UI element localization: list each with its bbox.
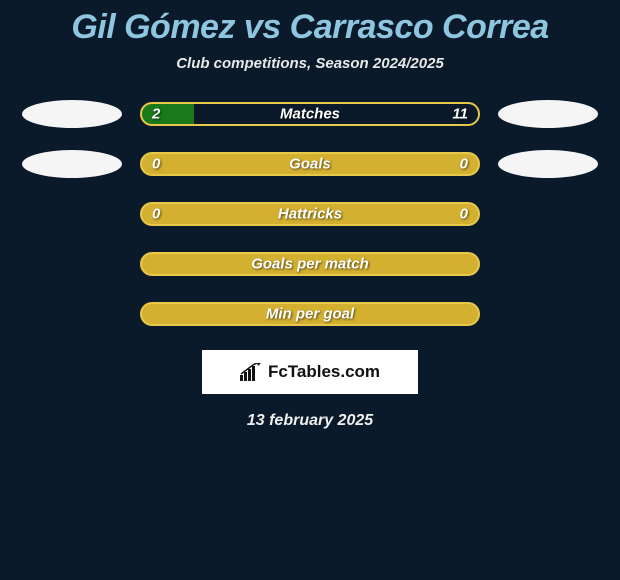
player-right-avatar [498, 150, 598, 178]
comparison-infographic: Gil Gómez vs Carrasco Correa Club compet… [0, 0, 620, 580]
stat-row: Goals per match [0, 250, 620, 278]
date-label: 13 february 2025 [0, 412, 620, 430]
stat-value-left: 0 [152, 206, 160, 223]
stat-rows: 2 11 Matches 0 0 Goals 0 0 Hattricks Goals per ma… [0, 100, 620, 328]
stat-label: Goals per match [251, 256, 369, 273]
player-right-avatar [498, 100, 598, 128]
stat-value-left: 2 [152, 106, 160, 123]
avatar-spacer [498, 250, 598, 278]
stat-value-left: 0 [152, 156, 160, 173]
stat-row: 0 0 Goals [0, 150, 620, 178]
stat-value-right: 0 [460, 156, 468, 173]
avatar-spacer [22, 200, 122, 228]
avatar-spacer [498, 300, 598, 328]
player-left-avatar [22, 150, 122, 178]
fill-left [142, 104, 194, 124]
branding-text: FcTables.com [268, 362, 380, 382]
stat-row: 0 0 Hattricks [0, 200, 620, 228]
stat-label: Min per goal [266, 306, 354, 323]
stat-label: Goals [289, 156, 331, 173]
stat-bar: Goals per match [140, 252, 480, 276]
stat-row: Min per goal [0, 300, 620, 328]
avatar-spacer [22, 300, 122, 328]
subtitle: Club competitions, Season 2024/2025 [0, 55, 620, 72]
avatar-spacer [22, 250, 122, 278]
stat-row: 2 11 Matches [0, 100, 620, 128]
avatar-spacer [498, 200, 598, 228]
stat-bar: Min per goal [140, 302, 480, 326]
branding-badge: FcTables.com [202, 350, 418, 394]
chart-icon [240, 363, 262, 381]
stat-label: Hattricks [278, 206, 342, 223]
player-left-avatar [22, 100, 122, 128]
stat-bar: 0 0 Hattricks [140, 202, 480, 226]
stat-bar: 2 11 Matches [140, 102, 480, 126]
page-title: Gil Gómez vs Carrasco Correa [0, 8, 620, 47]
stat-label: Matches [280, 106, 340, 123]
stat-value-right: 0 [460, 206, 468, 223]
stat-bar: 0 0 Goals [140, 152, 480, 176]
stat-value-right: 11 [452, 106, 468, 123]
